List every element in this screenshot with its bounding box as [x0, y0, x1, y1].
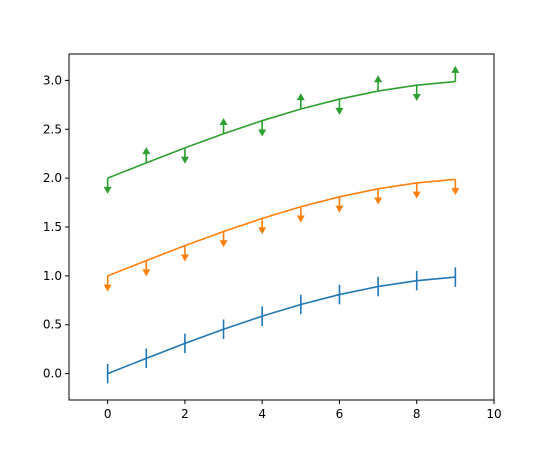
- uplim-arrow: [180, 254, 189, 262]
- series-line: [107, 276, 456, 375]
- lolim-arrow: [296, 93, 305, 101]
- uplim-arrow: [412, 93, 421, 101]
- uplim-arrow: [180, 156, 189, 164]
- y-tick-label: 2.5: [43, 122, 62, 136]
- x-tick-label: 2: [181, 407, 189, 421]
- series-1: [106, 267, 457, 384]
- lolim-arrow: [142, 147, 151, 155]
- y-tick-label: 2.0: [43, 171, 62, 185]
- y-tick-label: 1.0: [43, 269, 62, 283]
- plot-area: [103, 65, 460, 384]
- series-2: [103, 178, 460, 292]
- x-axis: 0 2 4 6 8 10: [104, 400, 502, 421]
- uplim-arrow: [219, 240, 228, 248]
- y-tick-label: 0.0: [43, 367, 62, 381]
- series-line: [107, 80, 456, 179]
- uplim-arrow: [142, 269, 151, 277]
- series-line: [107, 178, 456, 277]
- uplim-arrow: [258, 129, 267, 137]
- uplim-arrow: [103, 284, 112, 292]
- lolim-arrow: [451, 65, 460, 73]
- uplim-arrow: [296, 215, 305, 223]
- x-tick-label: 0: [104, 407, 112, 421]
- uplim-arrow: [451, 188, 460, 196]
- y-tick-label: 3.0: [43, 73, 62, 87]
- lolim-arrow: [219, 117, 228, 125]
- uplim-arrow: [103, 186, 112, 194]
- uplim-arrow: [258, 227, 267, 235]
- y-axis: 0.0 0.5 1.0 1.5 2.0 2.5 3.0: [43, 73, 69, 381]
- y-tick-label: 0.5: [43, 318, 62, 332]
- x-tick-label: 8: [413, 407, 421, 421]
- y-tick-label: 1.5: [43, 220, 62, 234]
- uplim-arrow: [412, 191, 421, 199]
- x-tick-label: 10: [486, 407, 501, 421]
- uplim-arrow: [335, 107, 344, 115]
- x-tick-label: 6: [336, 407, 344, 421]
- lolim-arrow: [374, 75, 383, 83]
- series-3: [103, 65, 460, 194]
- uplim-arrow: [335, 205, 344, 213]
- x-tick-label: 4: [258, 407, 266, 421]
- uplim-arrow: [374, 197, 383, 205]
